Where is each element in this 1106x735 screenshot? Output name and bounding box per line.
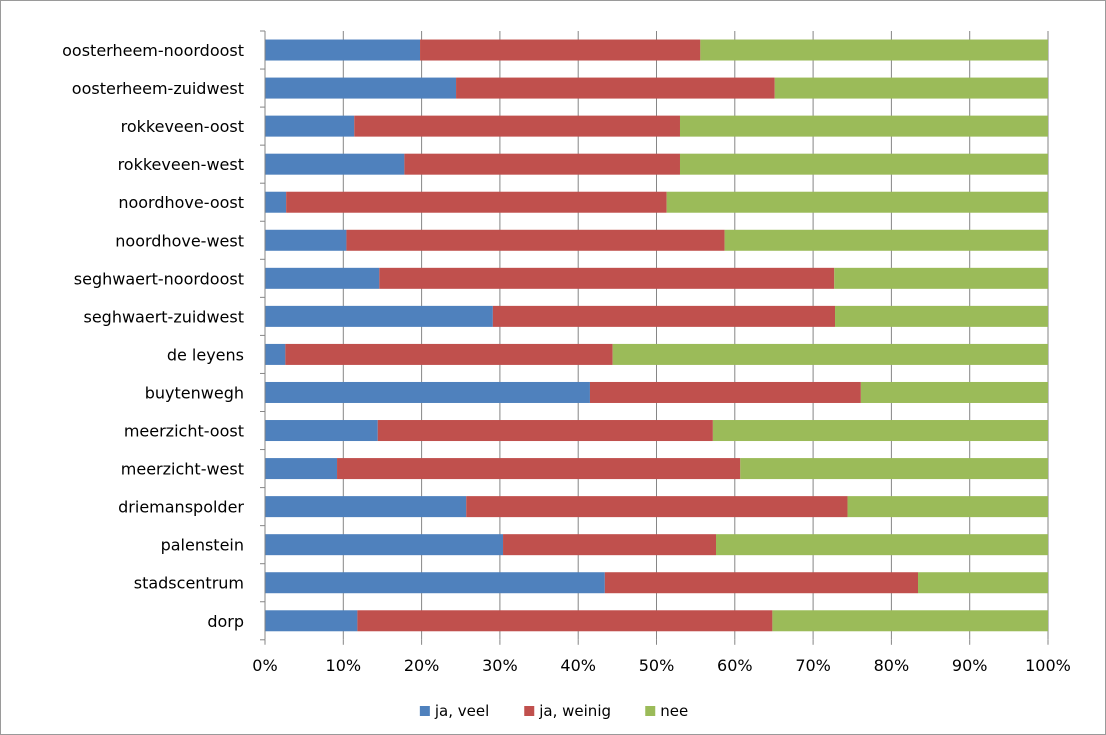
bar-seghwaert-zuidwest-ja-veel (265, 305, 493, 327)
category-label-oosterheem-zuidwest: oosterheem-zuidwest (72, 79, 244, 98)
bar-dorp-nee (772, 610, 1048, 632)
bar-seghwaert-zuidwest-nee (835, 305, 1048, 327)
x-tick-label: 30% (482, 656, 518, 675)
bar-dorp-ja-weinig (357, 610, 773, 632)
bar-noordhove-oost-ja-weinig (286, 191, 667, 213)
bar-driemanspolder-nee (847, 496, 1048, 518)
category-label-meerzicht-west: meerzicht-west (121, 460, 244, 479)
x-tick-label: 80% (874, 656, 910, 675)
bar-meerzicht-oost-ja-weinig (377, 420, 713, 442)
x-tick-label: 0% (252, 656, 277, 675)
bar-buytenwegh-ja-veel (265, 381, 590, 403)
bar-stadscentrum-ja-veel (265, 572, 605, 594)
bar-rokkeveen-west-ja-weinig (404, 153, 680, 175)
bar-noordhove-oost-nee (666, 191, 1048, 213)
x-tick-label: 60% (717, 656, 753, 675)
category-label-noordhove-oost: noordhove-oost (118, 193, 244, 212)
x-tick-label: 100% (1025, 656, 1071, 675)
x-tick-label: 20% (404, 656, 440, 675)
bar-rokkeveen-west-ja-veel (265, 153, 405, 175)
x-tick-labels: 0% 10% 20% 30% 40% 50% 60% 70% 80% 90% 100% (252, 656, 1071, 675)
bar-noordhove-west-nee (724, 229, 1048, 251)
bar-rokkeveen-west-nee (679, 153, 1048, 175)
category-label-dorp: dorp (207, 612, 244, 631)
bar-oosterheem-noordoost-nee (700, 39, 1048, 61)
axes (260, 30, 1049, 645)
bar-noordhove-west-ja-weinig (346, 229, 725, 251)
bar-noordhove-oost-ja-veel (265, 191, 287, 213)
category-label-noordhove-west: noordhove-west (115, 231, 244, 250)
bar-seghwaert-zuidwest-ja-weinig (492, 305, 836, 327)
bar-oosterheem-noordoost-ja-veel (265, 39, 421, 61)
bar-meerzicht-west-nee (740, 458, 1048, 480)
bar-seghwaert-noordoost-ja-veel (265, 267, 380, 289)
legend-swatch-ja-weinig (524, 706, 535, 716)
bar-oosterheem-zuidwest-ja-weinig (456, 77, 775, 99)
bar-meerzicht-west-ja-weinig (337, 458, 741, 480)
legend-label-nee: nee (660, 702, 688, 720)
bar-rokkeveen-oost-ja-veel (265, 115, 355, 137)
x-tick-label: 40% (560, 656, 596, 675)
bar-buytenwegh-ja-weinig (589, 381, 861, 403)
bar-oosterheem-noordoost-ja-weinig (420, 39, 701, 61)
bar-palenstein-ja-veel (265, 534, 504, 556)
legend-swatch-ja-veel (419, 706, 430, 716)
x-tick-label: 90% (952, 656, 988, 675)
bars (265, 39, 1048, 632)
legend-swatch-nee (645, 706, 656, 716)
x-tick-label: 70% (795, 656, 831, 675)
bar-de-leyens-ja-veel (265, 343, 286, 365)
bar-stadscentrum-ja-weinig (604, 572, 919, 594)
category-label-meerzicht-oost: meerzicht-oost (124, 422, 244, 441)
bar-meerzicht-oost-ja-veel (265, 420, 378, 442)
bar-seghwaert-noordoost-nee (834, 267, 1048, 289)
category-label-buytenwegh: buytenwegh (145, 383, 244, 402)
category-label-de-leyens: de leyens (167, 345, 244, 364)
bar-driemanspolder-ja-weinig (466, 496, 848, 518)
bar-noordhove-west-ja-veel (265, 229, 347, 251)
x-tick-label: 10% (326, 656, 362, 675)
x-tick-label: 50% (639, 656, 675, 675)
bar-rokkeveen-oost-nee (679, 115, 1048, 137)
bar-oosterheem-zuidwest-ja-veel (265, 77, 457, 99)
bar-seghwaert-noordoost-ja-weinig (379, 267, 835, 289)
bar-stadscentrum-nee (918, 572, 1048, 594)
category-label-oosterheem-noordoost: oosterheem-noordoost (62, 41, 244, 60)
category-label-driemanspolder: driemanspolder (118, 498, 244, 517)
bar-meerzicht-west-ja-veel (265, 458, 338, 480)
bar-meerzicht-oost-nee (712, 420, 1048, 442)
bar-rokkeveen-oost-ja-weinig (354, 115, 680, 137)
category-label-rokkeveen-west: rokkeveen-west (118, 155, 244, 174)
bar-dorp-ja-veel (265, 610, 358, 632)
category-label-palenstein: palenstein (161, 536, 244, 555)
category-label-seghwaert-noordoost: seghwaert-noordoost (74, 269, 244, 288)
category-labels: oosterheem-noordoost oosterheem-zuidwest r… (62, 41, 244, 631)
category-label-rokkeveen-oost: rokkeveen-oost (121, 117, 244, 136)
legend-label-ja-weinig: ja, weinig (538, 702, 611, 720)
bar-de-leyens-nee (612, 343, 1048, 365)
bar-palenstein-ja-weinig (503, 534, 717, 556)
legend: ja, veel ja, weinig nee (419, 702, 688, 720)
bar-de-leyens-ja-weinig (285, 343, 613, 365)
category-label-seghwaert-zuidwest: seghwaert-zuidwest (83, 307, 244, 326)
legend-label-ja-veel: ja, veel (434, 702, 489, 720)
bar-oosterheem-zuidwest-nee (774, 77, 1048, 99)
bar-driemanspolder-ja-veel (265, 496, 467, 518)
bar-palenstein-nee (716, 534, 1048, 556)
bar-buytenwegh-nee (860, 381, 1048, 403)
category-label-stadscentrum: stadscentrum (134, 574, 244, 593)
